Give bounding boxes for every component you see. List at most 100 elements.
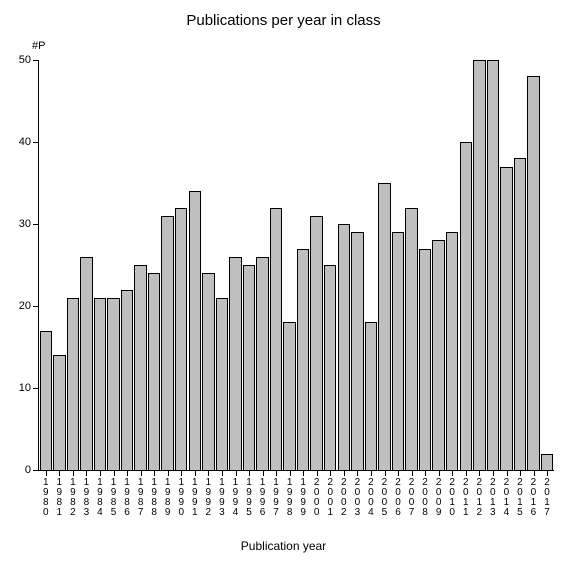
bar [189,191,201,470]
x-tick [520,471,521,476]
bar-series [39,60,554,470]
x-tick-label: 1 9 9 5 [242,478,256,518]
y-tick [33,142,38,143]
bar [310,216,322,470]
x-tick [317,471,318,476]
bar [541,454,553,470]
bar [419,249,431,470]
x-tick-label: 2 0 0 6 [391,478,405,518]
x-tick [466,471,467,476]
bar [432,240,444,470]
bar [270,208,282,470]
x-axis-line [38,470,554,471]
bar [161,216,173,470]
x-tick [452,471,453,476]
bar [243,265,255,470]
bar [527,76,539,470]
x-tick-label: 1 9 8 8 [147,478,161,518]
x-tick-label: 2 0 0 7 [405,478,419,518]
x-tick-label: 1 9 9 9 [296,478,310,518]
bar [324,265,336,470]
x-tick-label: 2 0 1 6 [527,478,541,518]
bar [405,208,417,470]
bar [500,167,512,470]
y-tick [33,60,38,61]
x-tick-label: 1 9 9 6 [256,478,270,518]
x-tick-label: 2 0 1 5 [513,478,527,518]
x-tick [534,471,535,476]
x-tick-label: 2 0 0 5 [378,478,392,518]
x-tick-label: 2 0 1 2 [473,478,487,518]
x-axis-title: Publication year [0,539,567,553]
x-tick [276,471,277,476]
y-tick-label: 10 [5,382,31,394]
x-tick [357,471,358,476]
bar [460,142,472,470]
x-tick [385,471,386,476]
bar [107,298,119,470]
x-tick-label: 2 0 1 3 [486,478,500,518]
x-tick-label: 1 9 8 5 [107,478,121,518]
x-tick-label: 2 0 1 4 [500,478,514,518]
bar [40,331,52,470]
bar [80,257,92,470]
bar [256,257,268,470]
bar [53,355,65,470]
x-tick [263,471,264,476]
x-tick-label: 2 0 1 7 [540,478,554,518]
x-tick-label: 1 9 8 0 [39,478,53,518]
plot-area: 01020304050 [38,60,554,470]
publications-bar-chart: Publications per year in class #P 010203… [0,0,567,567]
bar [175,208,187,470]
x-tick-label: 1 9 8 4 [93,478,107,518]
x-tick [114,471,115,476]
x-tick-label: 1 9 9 3 [215,478,229,518]
x-tick [439,471,440,476]
y-tick [33,306,38,307]
x-tick [46,471,47,476]
bar [297,249,309,470]
x-tick-label: 1 9 9 8 [283,478,297,518]
x-tick [59,471,60,476]
x-tick [371,471,372,476]
y-tick [33,470,38,471]
x-tick [127,471,128,476]
y-tick-label: 50 [5,54,31,66]
x-tick [154,471,155,476]
x-tick-label: 1 9 8 2 [66,478,80,518]
y-tick [33,224,38,225]
x-tick [290,471,291,476]
y-tick-label: 20 [5,300,31,312]
x-tick-label: 1 9 9 1 [188,478,202,518]
x-tick [236,471,237,476]
x-tick [493,471,494,476]
x-tick [425,471,426,476]
x-tick [222,471,223,476]
x-tick [507,471,508,476]
bar [121,290,133,470]
bar [216,298,228,470]
y-axis-name: #P [32,40,45,52]
x-tick [479,471,480,476]
x-tick [330,471,331,476]
x-tick [73,471,74,476]
bar [338,224,350,470]
x-tick-label: 1 9 8 6 [120,478,134,518]
bar [67,298,79,470]
x-tick-label: 2 0 0 4 [364,478,378,518]
y-tick-label: 30 [5,218,31,230]
x-tick [303,471,304,476]
x-tick [141,471,142,476]
bar [365,322,377,470]
x-tick-label: 2 0 0 9 [432,478,446,518]
x-tick-label: 1 9 8 9 [161,478,175,518]
bar [148,273,160,470]
x-tick [168,471,169,476]
x-tick [181,471,182,476]
x-tick [249,471,250,476]
y-tick [33,388,38,389]
x-tick-label: 1 9 8 3 [80,478,94,518]
bar [351,232,363,470]
y-tick-label: 0 [5,464,31,476]
x-axis-labels: 1 9 8 01 9 8 11 9 8 21 9 8 31 9 8 41 9 8… [39,478,554,518]
